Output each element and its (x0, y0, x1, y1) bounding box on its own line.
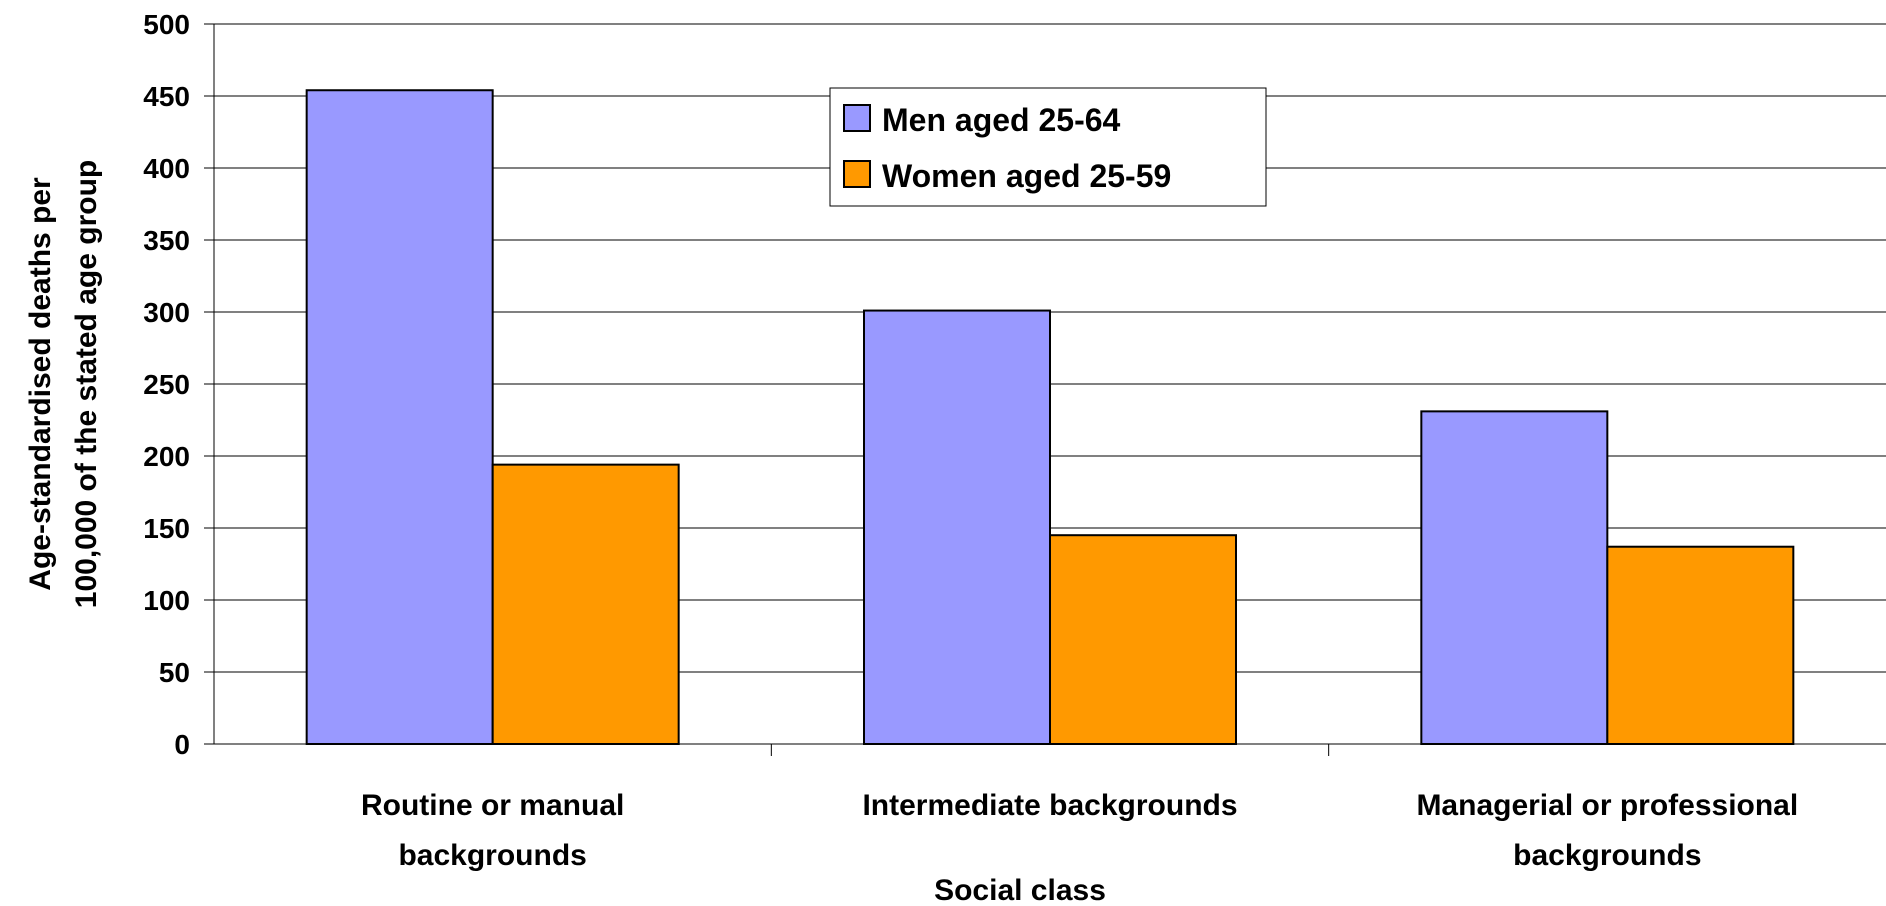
bar-men (1420, 410, 1609, 745)
legend: Men aged 25-64 Women aged 25-59 (829, 87, 1267, 207)
y-tick-label: 450 (143, 81, 190, 112)
y-tick-label: 50 (159, 657, 190, 688)
legend-swatch (843, 160, 871, 188)
y-tick-label: 350 (143, 225, 190, 256)
legend-label: Women aged 25-59 (882, 158, 1171, 194)
legend-label: Men aged 25-64 (882, 102, 1121, 138)
legend-box (829, 87, 1267, 207)
x-category-label-line: backgrounds (398, 839, 586, 872)
y-tick-label: 0 (174, 729, 190, 760)
y-tick-label: 150 (143, 513, 190, 544)
x-axis-title: Social class (934, 874, 1106, 906)
y-tick-labels: 0 50 100 150 200 250 300 350 400 450 500 (143, 9, 190, 760)
y-tick-label: 250 (143, 369, 190, 400)
y-axis-title-line: 100,000 of the stated age group (70, 160, 103, 608)
bar-women (1049, 534, 1237, 746)
y-axis-title-line: Age-standardised deaths per (24, 177, 57, 591)
legend-swatch (843, 104, 871, 132)
bar-women (491, 463, 680, 745)
bar-men (863, 309, 1051, 745)
y-tick-label: 300 (143, 297, 190, 328)
x-category-label-line: Managerial or professional (1416, 789, 1798, 822)
x-category-label-line: Intermediate backgrounds (862, 789, 1237, 822)
x-category-label: Intermediate backgrounds (862, 789, 1237, 822)
y-tick-label: 400 (143, 153, 190, 184)
y-tick-label: 100 (143, 585, 190, 616)
y-tick-label: 200 (143, 441, 190, 472)
bar-men (305, 89, 494, 746)
x-category-labels: Routine or manual backgrounds Intermediate… (361, 789, 1798, 872)
y-tick-label: 500 (143, 9, 190, 40)
x-category-label: Managerial or professional backgrounds (1416, 789, 1798, 872)
y-axis-title: Age-standardised deaths per 100,000 of th… (24, 160, 103, 608)
bar-women (1606, 545, 1795, 745)
x-category-label-line: backgrounds (1513, 839, 1701, 872)
x-category-label-line: Routine or manual (361, 789, 624, 822)
x-category-label: Routine or manual backgrounds (361, 789, 624, 872)
axes (204, 23, 1886, 756)
